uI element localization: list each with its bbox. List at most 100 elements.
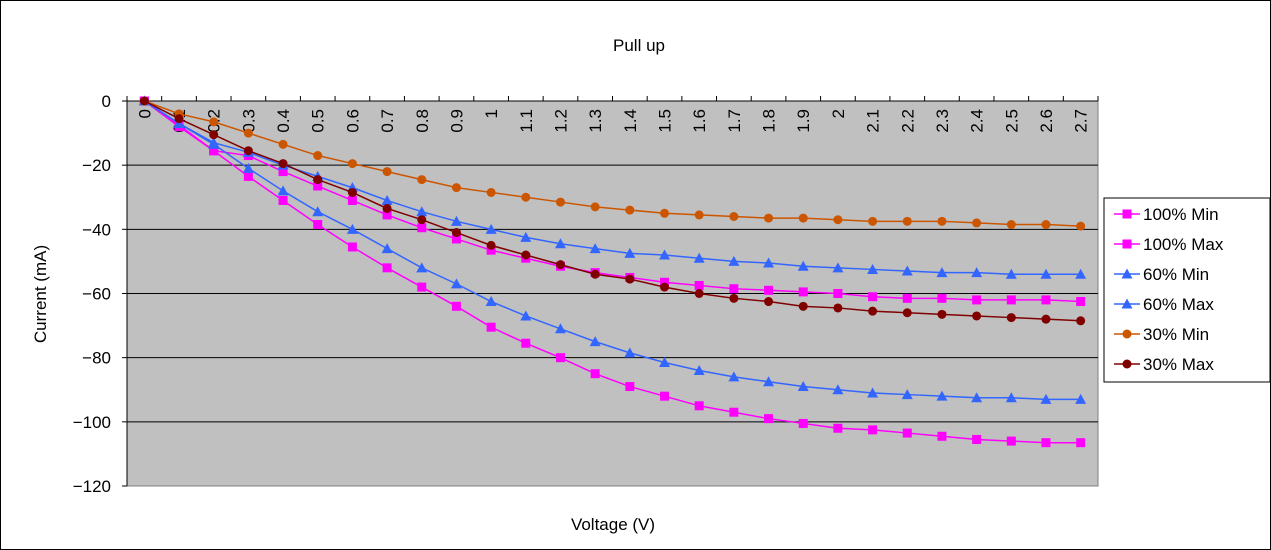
data-point [728, 371, 740, 382]
y-tick-label: −40 [82, 220, 111, 239]
data-point [902, 293, 912, 303]
x-tick-label: 2.6 [1037, 109, 1056, 133]
legend-label: 60% Max [1143, 295, 1214, 314]
data-point [278, 167, 288, 177]
data-point [1041, 438, 1051, 448]
data-point [382, 167, 392, 177]
data-point [417, 175, 427, 185]
data-point [901, 389, 913, 400]
data-point [797, 381, 809, 392]
legend-label: 30% Min [1143, 325, 1209, 344]
x-tick-label: 1.7 [725, 109, 744, 133]
data-point [450, 215, 462, 226]
data-point [347, 242, 357, 252]
data-point [660, 391, 670, 401]
x-tick-label: 2 [829, 109, 848, 118]
data-point [971, 267, 983, 278]
data-point [902, 308, 912, 318]
data-point [832, 384, 844, 395]
data-point [937, 309, 947, 319]
data-point [277, 185, 289, 196]
series-30pct-min [139, 96, 1086, 231]
data-point [798, 418, 808, 428]
data-point [764, 414, 774, 424]
legend-item: 100% Min [1114, 205, 1219, 224]
x-tick-label: 1 [482, 109, 501, 118]
x-tick-label: 2.1 [864, 109, 883, 133]
data-point [347, 195, 357, 205]
data-point [381, 194, 393, 205]
data-point [1076, 316, 1086, 326]
x-tick-label: 0.4 [274, 109, 293, 133]
data-point [972, 218, 982, 228]
y-axis-label: Current (mA) [31, 245, 50, 343]
data-point [590, 369, 600, 379]
x-tick-label: 0.7 [378, 109, 397, 133]
data-point [1075, 268, 1087, 279]
x-tick-label: 2.5 [1002, 109, 1021, 133]
legend-item: 30% Min [1114, 325, 1209, 344]
data-point [174, 114, 184, 124]
data-point [868, 306, 878, 316]
data-point [382, 210, 392, 220]
y-tick-label: −120 [73, 477, 111, 496]
y-tick-label: −80 [82, 349, 111, 368]
data-point [590, 269, 600, 279]
series-line [143, 100, 1081, 303]
x-tick-label: 1.4 [621, 109, 640, 133]
legend-item: 30% Max [1114, 355, 1214, 374]
data-point [450, 278, 462, 289]
data-point [313, 175, 323, 185]
data-point [521, 338, 531, 348]
data-point [1076, 297, 1086, 307]
data-point [451, 301, 461, 311]
data-point [1041, 295, 1051, 305]
x-tick-label: 0.3 [239, 109, 258, 133]
data-point [833, 423, 843, 433]
data-point [729, 407, 739, 417]
data-point [451, 183, 461, 193]
series-line [144, 100, 1081, 227]
data-point [1075, 393, 1087, 404]
data-point [1006, 295, 1016, 305]
data-point [624, 247, 636, 258]
x-axis-label: Voltage (V) [571, 515, 655, 534]
data-point [209, 146, 219, 156]
data-point [416, 262, 428, 273]
data-point [1005, 392, 1017, 403]
data-point [1076, 438, 1086, 448]
data-point [693, 252, 705, 263]
grid-lines [127, 164, 1098, 423]
data-point [278, 159, 288, 169]
data-point [868, 425, 878, 435]
legend-item: 60% Max [1114, 295, 1214, 314]
x-tick-label: 1.8 [760, 109, 779, 133]
x-tick-labels: 00.10.20.30.40.50.60.70.80.911.11.21.31.… [135, 109, 1090, 133]
legend-item: 100% Max [1114, 235, 1224, 254]
data-point [902, 216, 912, 226]
data-point [347, 187, 357, 197]
data-point [972, 434, 982, 444]
data-point [972, 295, 982, 305]
series-line [143, 100, 1081, 444]
series-30pct-max [139, 96, 1086, 326]
data-point [798, 301, 808, 311]
data-point [312, 206, 324, 217]
data-point [278, 139, 288, 149]
legend-label: 100% Max [1143, 235, 1224, 254]
data-point [1006, 313, 1016, 323]
data-point [694, 280, 704, 290]
x-tick-label: 0.8 [413, 109, 432, 133]
data-point [521, 192, 531, 202]
x-tick-label: 1.3 [586, 109, 605, 133]
data-point [937, 216, 947, 226]
data-point [313, 181, 323, 191]
data-point [833, 215, 843, 225]
series-line [143, 100, 1081, 401]
data-point [936, 390, 948, 401]
data-point [694, 289, 704, 298]
data-point [972, 311, 982, 321]
series-60pct-max [138, 95, 1087, 404]
legend-marker [1122, 329, 1132, 339]
